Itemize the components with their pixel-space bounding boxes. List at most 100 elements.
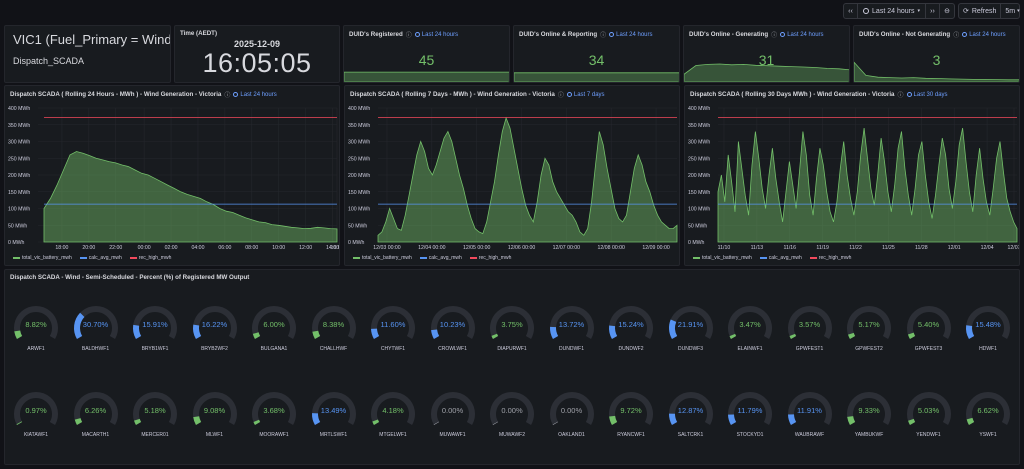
gauge-label: SALTCRK1 xyxy=(677,432,704,438)
legend-item[interactable]: total_vic_battery_mwh xyxy=(13,255,72,261)
gauge-dial xyxy=(668,392,713,426)
gauge-arwf1: 8.82% ARWF1 xyxy=(9,304,63,360)
chart-legend: total_vic_battery_mwh calc_avg_mwh rec_hig… xyxy=(693,255,851,261)
gauge-dial xyxy=(430,306,475,339)
timeseries-panel-2: Dispatch SCADA ( Rolling 7 Days - MWh ) … xyxy=(344,85,680,266)
stat-panel-1: DUID's Registered ⓘ Last 24 hours 45 xyxy=(343,25,510,83)
y-tick-label: 150 MWh xyxy=(348,190,370,196)
dashboard-toolbar: ‹‹ Last 24 hours ▾ ›› ⊖ ⟳ Refresh 5m ▾ xyxy=(0,0,1024,22)
gauge-track xyxy=(728,392,772,425)
timeseries-panel-1-time-range-label: Last 24 hours xyxy=(240,91,277,98)
y-tick-label: 150 MWh xyxy=(8,190,30,196)
legend-item[interactable]: calc_avg_mwh xyxy=(759,255,802,261)
time-back-button[interactable]: ‹‹ xyxy=(844,4,858,18)
gauge-track xyxy=(549,392,594,425)
timeseries-chart[interactable]: 0 MWh 50 MWh 100 MWh 150 MWh 200 MWh 250 MWh 3… xyxy=(685,100,1020,265)
info-icon[interactable]: ⓘ xyxy=(897,93,904,99)
gauge-label: MACARTH1 xyxy=(81,432,110,438)
gauge-label: MOORAWF1 xyxy=(259,432,289,438)
time-range-picker[interactable]: Last 24 hours ▾ xyxy=(858,4,926,18)
clock-icon xyxy=(566,92,572,97)
zoom-out-button[interactable]: ⊖ xyxy=(940,4,954,18)
gauge-muwawf1: 0.00% MUWAWF1 xyxy=(426,390,480,446)
clock-icon xyxy=(780,32,786,37)
gauge-dial xyxy=(311,392,356,425)
info-icon[interactable]: ⓘ xyxy=(557,93,564,99)
legend-swatch xyxy=(419,257,427,259)
timeseries-chart[interactable]: 0 MWh 50 MWh 100 MWh 150 MWh 200 MWh 250 MWh 3… xyxy=(5,100,340,265)
gauge-dial xyxy=(14,306,58,339)
timeseries-panel-3: Dispatch SCADA ( Rolling 30 Days MWh ) -… xyxy=(684,85,1020,266)
gauge-dundwf3: 21.91% DUNDWF3 xyxy=(664,304,718,360)
gauge-dundwf1: 13.72% DUNDWF1 xyxy=(545,304,599,360)
legend-item[interactable]: calc_avg_mwh xyxy=(419,255,462,261)
gauge-value: 30.70% xyxy=(82,320,109,329)
legend-item[interactable]: calc_avg_mwh xyxy=(79,255,122,261)
sparkline-area xyxy=(854,61,1019,82)
info-icon[interactable]: ⓘ xyxy=(953,33,960,39)
stat-panel-4-time-range: Last 24 hours xyxy=(962,32,1006,38)
legend-item[interactable]: total_vic_battery_mwh xyxy=(693,255,752,261)
time-forward-button[interactable]: ›› xyxy=(926,4,940,18)
info-icon[interactable]: ⓘ xyxy=(224,93,231,99)
sparkline xyxy=(514,72,679,82)
time-picker-group: ‹‹ Last 24 hours ▾ ›› ⊖ xyxy=(843,3,955,19)
x-tick-label: 14:00 xyxy=(326,245,339,251)
gauge-value: 12.87% xyxy=(677,406,704,415)
refresh-button[interactable]: ⟳ Refresh xyxy=(959,4,1002,18)
gauge-track xyxy=(73,392,118,425)
clock-icon xyxy=(863,8,870,14)
x-tick-label: 12/01 xyxy=(948,245,961,251)
timeseries-panel-3-title-text: Dispatch SCADA ( Rolling 30 Days MWh ) -… xyxy=(690,91,895,98)
gauge-baldhwf1: 30.70% BALDHWF1 xyxy=(69,304,123,360)
gauge-fill xyxy=(789,333,796,340)
gauge-fill xyxy=(252,332,261,340)
gauge-value: 3.68% xyxy=(263,406,285,415)
gauge-dial xyxy=(549,392,594,426)
legend-item[interactable]: rec_high_mwh xyxy=(809,255,851,261)
legend-item[interactable]: rec_high_mwh xyxy=(469,255,512,261)
y-tick-label: 250 MWh xyxy=(688,156,710,162)
x-tick-label: 11/16 xyxy=(783,245,796,251)
legend-label: rec_high_mwh xyxy=(478,255,512,261)
gauge-track xyxy=(728,306,772,339)
sparkline-area xyxy=(684,63,849,82)
gauge-label: YENDWF1 xyxy=(916,432,941,438)
gauge-dial xyxy=(609,392,653,426)
series-total-vic-battery-mwh xyxy=(377,116,678,243)
refresh-interval-picker[interactable]: 5m ▾ xyxy=(1001,4,1023,18)
stat-panel-2-time-range: Last 24 hours xyxy=(609,32,653,38)
legend-item[interactable]: total_vic_battery_mwh xyxy=(353,255,412,261)
legend-item[interactable]: rec_high_mwh xyxy=(129,255,171,261)
x-tick-label: 18:00 xyxy=(55,245,68,251)
gauge-dial xyxy=(73,306,118,339)
gauge-track xyxy=(787,392,832,425)
gauge-value: 5.18% xyxy=(144,406,166,415)
x-tick-label: 16:00 xyxy=(331,245,340,251)
sparkline xyxy=(684,63,849,82)
gauge-dial xyxy=(609,306,653,339)
gauge-dial xyxy=(906,306,951,340)
y-tick-label: 200 MWh xyxy=(348,173,370,179)
x-tick-label: 00:00 xyxy=(138,245,151,251)
gauge-hdwf1: 15.48% HDWF1 xyxy=(961,304,1015,360)
y-tick-label: 0 MWh xyxy=(348,240,365,246)
gauge-track xyxy=(966,392,1010,425)
gauge-fill xyxy=(668,319,677,339)
refresh-icon: ⟳ xyxy=(963,8,969,15)
x-tick-label: 11/25 xyxy=(882,245,895,251)
info-icon[interactable]: ⓘ xyxy=(771,33,778,39)
legend-swatch xyxy=(759,257,767,259)
timeseries-chart[interactable]: 0 MWh 50 MWh 100 MWh 150 MWh 200 MWh 250 MWh 3… xyxy=(345,100,680,265)
y-tick-label: 250 MWh xyxy=(348,156,370,162)
gauge-label: DUNDWF3 xyxy=(678,346,703,352)
legend-swatch xyxy=(469,257,477,259)
gauge-gpwfest1: 3.57% GPWFEST1 xyxy=(783,304,837,360)
x-tick-label: 11/10 xyxy=(718,245,731,251)
gauge-dial xyxy=(966,392,1010,426)
gauge-label: MUWAWF2 xyxy=(498,432,525,438)
gauge-value: 3.47% xyxy=(739,320,761,329)
info-icon[interactable]: ⓘ xyxy=(405,33,412,39)
x-tick-label: 04:00 xyxy=(191,245,204,251)
info-icon[interactable]: ⓘ xyxy=(600,33,607,39)
